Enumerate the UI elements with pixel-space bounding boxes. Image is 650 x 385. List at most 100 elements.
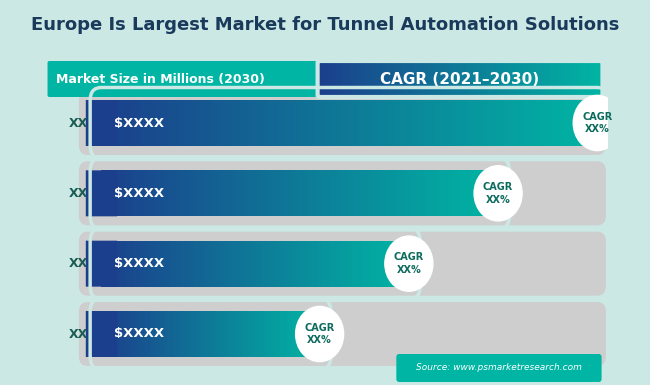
Bar [424,170,426,216]
Bar [220,311,222,357]
Bar [285,311,287,357]
Bar [211,170,214,216]
Bar [190,311,192,357]
Bar [145,100,148,146]
Text: CAGR
XX%: CAGR XX% [304,323,335,345]
Bar [209,311,210,357]
Circle shape [385,236,433,291]
Bar [125,100,129,146]
Bar [589,63,592,95]
Bar [307,241,310,287]
Bar [431,100,435,146]
Bar [301,100,305,146]
Bar [119,311,121,357]
Bar [592,63,594,95]
Bar [347,241,350,287]
Bar [161,100,165,146]
Bar [133,170,136,216]
Bar [488,170,491,216]
Bar [248,311,250,357]
Bar [304,170,307,216]
Bar [166,311,168,357]
Bar [150,170,153,216]
Bar [474,100,478,146]
Bar [488,100,491,146]
Bar [151,311,153,357]
Bar [447,63,450,95]
Bar [149,241,151,287]
Bar [391,100,395,146]
Bar [497,63,499,95]
Bar [355,63,358,95]
Bar [118,170,120,216]
Bar [471,63,473,95]
FancyBboxPatch shape [396,354,602,382]
Bar [357,170,360,216]
Bar [541,63,545,95]
Bar [241,100,245,146]
Bar [202,100,205,146]
Bar [547,63,549,95]
Bar [131,170,134,216]
Bar [263,311,265,357]
Bar [105,311,107,357]
Bar [393,241,395,287]
Bar [138,170,142,216]
Bar [571,100,575,146]
Bar [315,100,318,146]
Bar [236,311,238,357]
Bar [281,311,283,357]
Bar [557,100,561,146]
Bar [378,170,382,216]
Text: CAGR
XX%: CAGR XX% [394,253,424,275]
Bar [388,63,391,95]
Bar [337,241,339,287]
Bar [591,100,594,146]
Bar [218,100,222,146]
Bar [222,311,224,357]
Bar [468,63,471,95]
Bar [122,311,124,357]
Bar [424,100,428,146]
Bar [181,100,185,146]
Bar [304,241,306,287]
Bar [511,63,514,95]
Bar [238,100,242,146]
Circle shape [474,166,522,221]
Bar [136,311,138,357]
Bar [154,311,156,357]
Bar [368,100,371,146]
Bar [428,100,432,146]
Bar [167,311,169,357]
Bar [285,100,288,146]
Bar [195,311,197,357]
Bar [319,63,322,95]
Text: CAGR
XX%: CAGR XX% [483,182,514,204]
Bar [462,63,464,95]
Bar [482,63,486,95]
Bar [268,241,271,287]
Bar [105,241,108,287]
Bar [373,170,376,216]
Bar [441,100,445,146]
Bar [240,241,242,287]
Bar [293,170,296,216]
Bar [376,63,379,95]
Bar [151,241,153,287]
Bar [283,241,285,287]
Bar [361,241,364,287]
Text: Market Size in Millions (2030): Market Size in Millions (2030) [57,72,265,85]
Bar [493,170,496,216]
Bar [176,170,179,216]
Bar [210,311,212,357]
Bar [400,241,403,287]
Bar [400,63,402,95]
Bar [254,241,257,287]
Bar [296,170,299,216]
Bar [155,311,157,357]
Bar [567,63,571,95]
Bar [353,241,356,287]
Bar [115,100,118,146]
Bar [217,311,219,357]
Bar [564,100,567,146]
